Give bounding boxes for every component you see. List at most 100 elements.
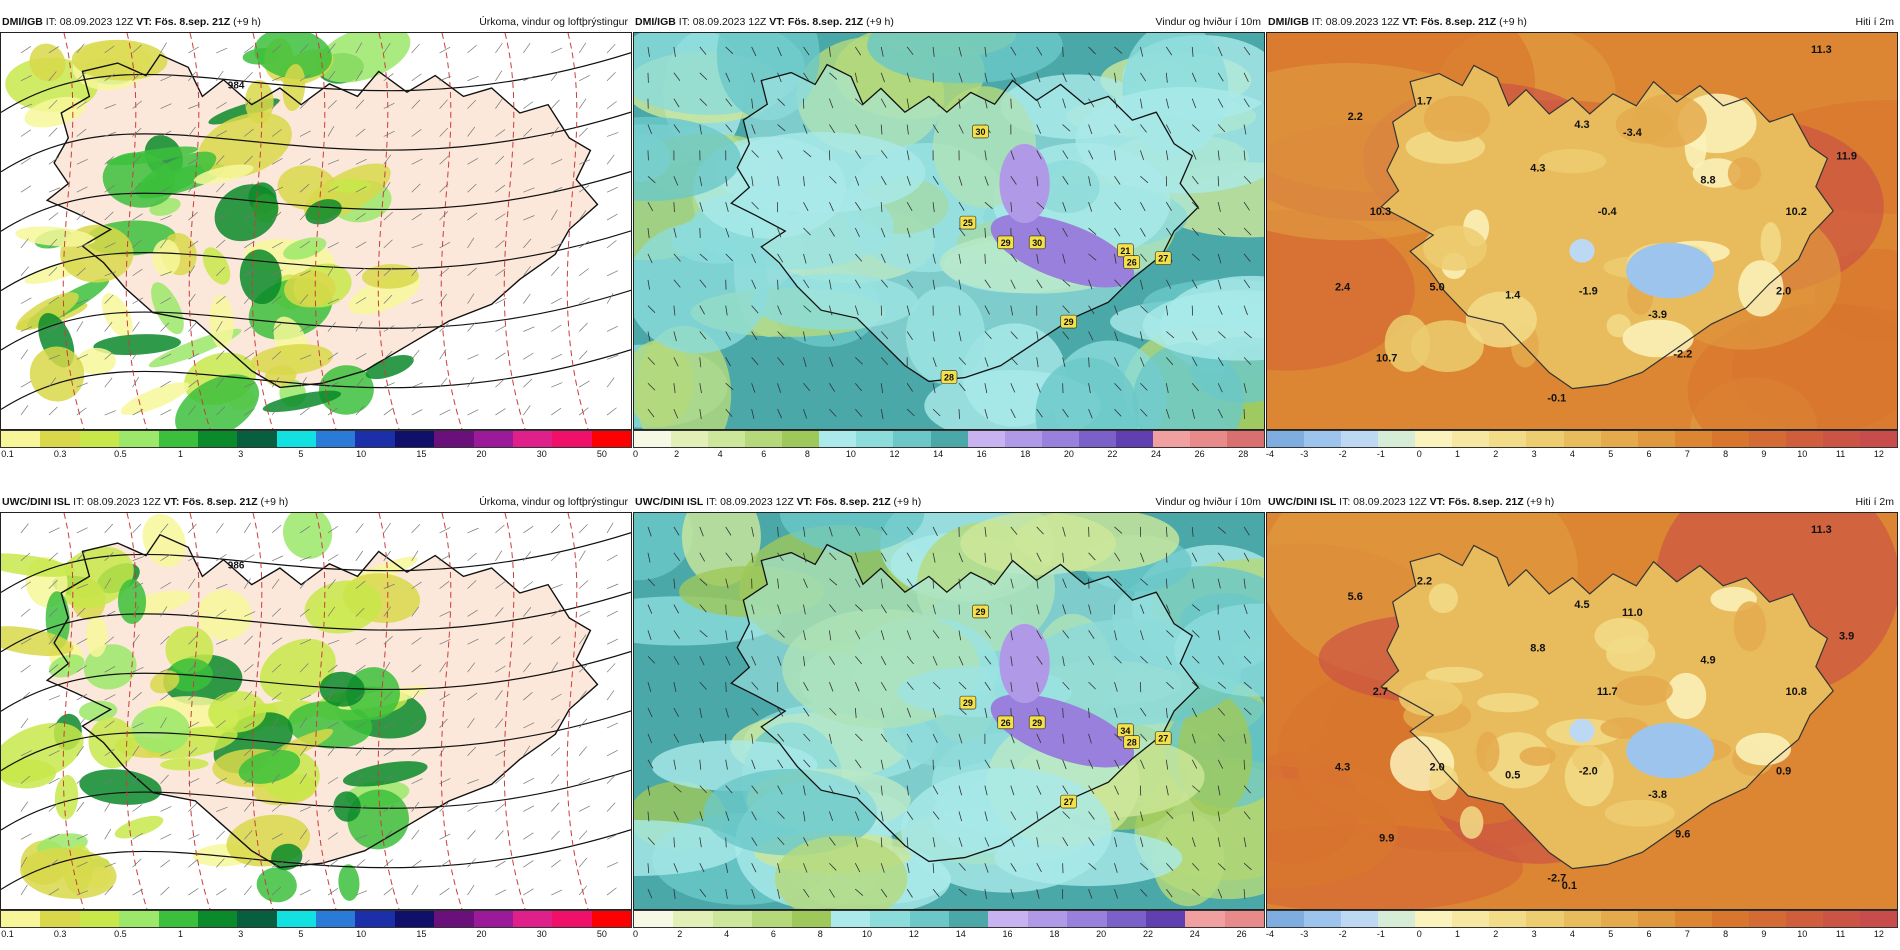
map-wind: 30 25 29 30 21 26 27 29 28: [633, 32, 1265, 430]
colorbar-swatch: [893, 431, 931, 447]
colorbar-tick: 10: [1797, 929, 1808, 939]
colorbar-swatch: [1224, 911, 1264, 927]
panel-run-info: UWC/DINI ISL IT: 08.09.2023 12Z VT: Fös.…: [2, 492, 288, 512]
colorbar-tick: 26: [1194, 449, 1205, 459]
temp-label: 2.7: [1373, 686, 1388, 698]
temp-label: 10.3: [1370, 206, 1391, 218]
temp-label: 5.6: [1348, 591, 1363, 603]
colorbar-tick: 12: [1873, 449, 1884, 459]
colorbar-swatch: [316, 431, 356, 447]
colorbar-swatch: [1, 431, 41, 447]
colorbar-ticks: 0 2 4 6 8 10 12 14 16 18 20 22 24 26: [633, 929, 1265, 941]
colorbar-swatch: [1748, 911, 1786, 927]
valid-time-label: VT:: [796, 496, 816, 508]
svg-text:29: 29: [1001, 238, 1011, 248]
colorbar-tick: 24: [1189, 929, 1200, 939]
temp-label: 2.0: [1429, 761, 1444, 773]
colorbar-swatch: [1004, 431, 1042, 447]
map-canvas: 984: [1, 33, 631, 429]
colorbar: -4 -3 -2 -1 0 1 2 3 4 5 6 7 8 9 10 11 12: [1266, 910, 1898, 942]
map-precip: 986: [0, 512, 632, 910]
colorbar-swatch: [552, 911, 592, 927]
colorbar: 0.1 0.3 0.5 1 3 5 10 15 20 30 50: [0, 430, 632, 462]
colorbar-tick: 8: [1723, 449, 1729, 459]
colorbar-tick: 0.3: [53, 449, 67, 459]
colorbar-tick: 7: [1684, 449, 1690, 459]
colorbar-swatch: [473, 431, 513, 447]
init-time: IT: 08.09.2023 12Z: [70, 496, 164, 508]
svg-text:29: 29: [976, 607, 986, 617]
colorbar-swatch: [856, 431, 894, 447]
colorbar-swatch: [1637, 431, 1675, 447]
svg-text:21: 21: [1120, 246, 1130, 256]
colorbar-tick: 3: [1531, 449, 1537, 459]
svg-text:27: 27: [1064, 797, 1074, 807]
colorbar-swatch: [1711, 431, 1749, 447]
colorbar-swatch: [158, 431, 198, 447]
temp-label: 3.9: [1839, 631, 1854, 643]
temp-label: 2.0: [1776, 285, 1791, 297]
panel-title: Hiti í 2m: [1855, 16, 1894, 28]
colorbar-swatch: [1185, 911, 1225, 927]
temp-label: 2.2: [1417, 575, 1432, 587]
colorbar-tick: 2: [674, 449, 680, 459]
temp-label: 1.7: [1417, 95, 1432, 107]
gust-label: 30: [1028, 235, 1046, 250]
panel-header: UWC/DINI ISL IT: 08.09.2023 12Z VT: Fös.…: [633, 492, 1265, 512]
colorbar-swatch: [1452, 431, 1490, 447]
colorbar-tick: -3: [1300, 449, 1309, 459]
gust-label: 28: [940, 370, 958, 384]
colorbar-swatch: [1078, 431, 1116, 447]
colorbar-tick: 0: [1416, 449, 1422, 459]
colorbar-tick: 15: [416, 449, 427, 459]
colorbar-swatch: [712, 911, 753, 927]
temp-label: 11.3: [1811, 524, 1832, 536]
svg-text:25: 25: [963, 218, 973, 228]
temp-label: 11.7: [1597, 686, 1618, 698]
valid-time-label: VT:: [163, 496, 183, 508]
colorbar-swatch: [434, 911, 474, 927]
panel-title: Hiti í 2m: [1855, 496, 1894, 508]
colorbar-swatch: [1106, 911, 1146, 927]
colorbar-swatch: [1785, 431, 1823, 447]
model-name: UWC/DINI ISL: [635, 496, 704, 508]
colorbar-swatch: [1563, 431, 1601, 447]
colorbar-swatch: [1785, 911, 1823, 927]
colorbar-swatch: [745, 431, 783, 447]
temp-label: -3.4: [1623, 127, 1643, 139]
gust-label: 25: [959, 215, 977, 230]
colorbar-swatch: [1267, 431, 1305, 447]
colorbar-swatch: [1341, 911, 1379, 927]
gust-label: 27: [1154, 251, 1172, 265]
colorbar-swatch: [1674, 911, 1712, 927]
colorbar-swatch: [634, 911, 674, 927]
gust-label: 29: [1060, 314, 1077, 329]
temp-label: 9.6: [1675, 829, 1690, 841]
colorbar-swatch: [394, 911, 435, 927]
panel-header: UWC/DINI ISL IT: 08.09.2023 12Z VT: Fös.…: [1266, 492, 1898, 512]
model-name: UWC/DINI ISL: [1268, 496, 1337, 508]
colorbar-ticks: -4 -3 -2 -1 0 1 2 3 4 5 6 7 8 9 10 11 12: [1266, 449, 1898, 461]
lead-time: (+9 h): [1496, 16, 1527, 28]
temp-label: -2.7: [1547, 872, 1566, 884]
colorbar-tick: 5: [1608, 929, 1614, 939]
colorbar-swatch: [1860, 911, 1898, 927]
colorbar: 0 2 4 6 8 10 12 14 16 18 20 22 24 26 28: [633, 430, 1265, 462]
colorbar-swatch: [591, 911, 631, 927]
colorbar-swatch: [591, 431, 631, 447]
svg-text:28: 28: [944, 373, 954, 383]
colorbar-ticks: 0.1 0.3 0.5 1 3 5 10 15 20 30 50: [0, 449, 632, 461]
colorbar-tick: 6: [761, 449, 767, 459]
panel-dmi-precip: DMI/IGB IT: 08.09.2023 12Z VT: Fös. 8.se…: [0, 12, 632, 464]
colorbar-swatches: [633, 430, 1265, 448]
colorbar: 0 2 4 6 8 10 12 14 16 18 20 22 24 26: [633, 910, 1265, 942]
valid-time: Fös. 8.sep. 21Z: [1420, 16, 1497, 28]
colorbar-tick: 22: [1142, 929, 1153, 939]
colorbar-swatch: [634, 431, 672, 447]
colorbar-tick: 4: [1569, 449, 1575, 459]
valid-time: Fös. 8.sep. 21Z: [1448, 496, 1524, 508]
colorbar-swatch: [197, 431, 238, 447]
colorbar-tick: 9: [1761, 449, 1767, 459]
temp-label: 2.2: [1348, 111, 1363, 123]
panel-header: DMI/IGB IT: 08.09.2023 12Z VT: Fös. 8.se…: [1266, 12, 1898, 32]
